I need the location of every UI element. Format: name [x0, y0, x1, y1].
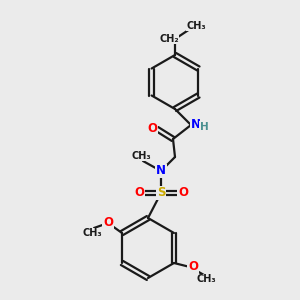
Text: N: N: [191, 118, 201, 130]
Text: O: O: [134, 187, 144, 200]
Text: O: O: [147, 122, 157, 134]
Text: O: O: [103, 217, 113, 230]
Text: CH₃: CH₃: [82, 228, 102, 238]
Text: CH₃: CH₃: [131, 151, 151, 161]
Text: CH₃: CH₃: [186, 21, 206, 31]
Text: S: S: [157, 187, 165, 200]
Text: O: O: [178, 187, 188, 200]
Text: CH₃: CH₃: [196, 274, 216, 284]
Text: O: O: [188, 260, 198, 274]
Text: H: H: [200, 122, 208, 132]
Text: CH₂: CH₂: [159, 34, 179, 44]
Text: N: N: [156, 164, 166, 178]
